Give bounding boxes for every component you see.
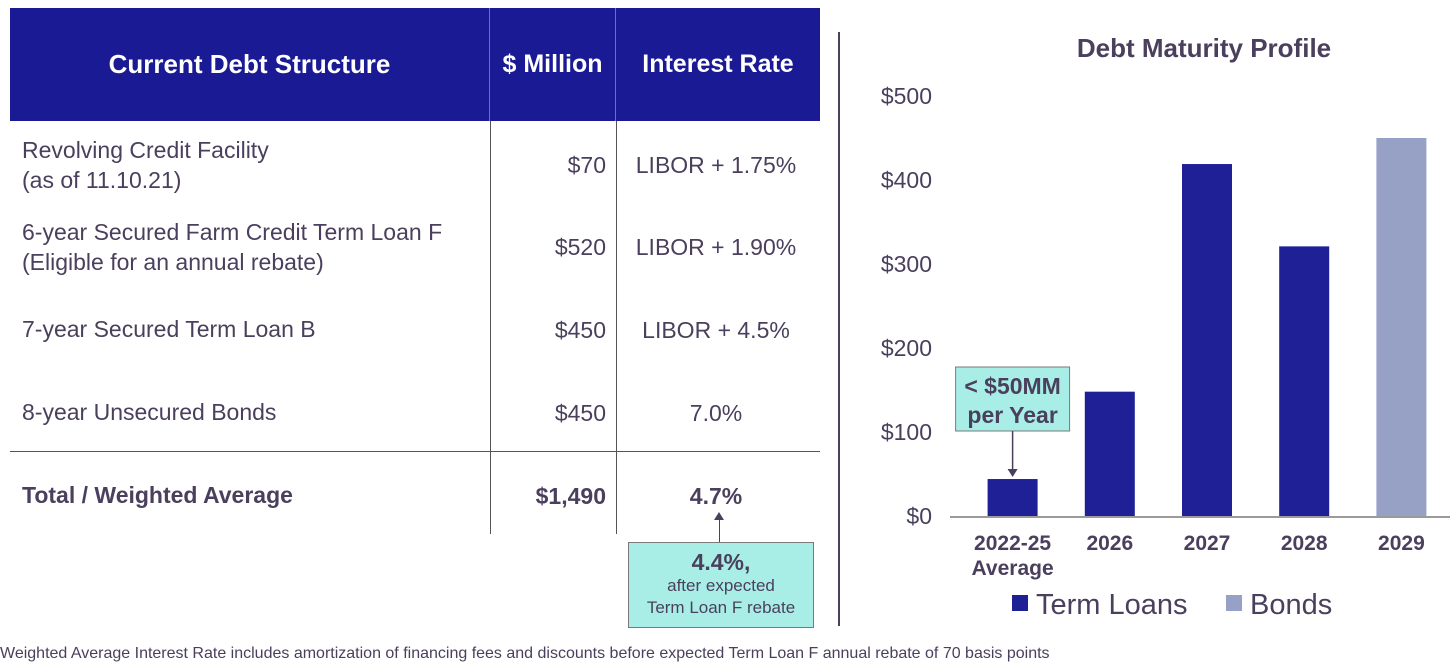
- rebate-text-line1: after expected: [667, 576, 775, 595]
- row-amount: $520: [554, 234, 606, 260]
- y-tick-label: $0: [906, 503, 932, 529]
- row-label-line2: (Eligible for an annual rebate): [22, 249, 324, 275]
- row-label-line1: Revolving Credit Facility: [22, 137, 269, 163]
- table-row-label: Revolving Credit Facility (as of 11.10.2…: [22, 135, 482, 195]
- legend-label: Bonds: [1250, 589, 1332, 621]
- table-row-label: 7-year Secured Term Loan B: [22, 314, 482, 344]
- annotation-line2: per Year: [967, 402, 1057, 428]
- rebate-rate: 4.4%,: [691, 549, 751, 575]
- row-rate: LIBOR + 1.90%: [635, 234, 797, 260]
- row-rate: LIBOR + 1.75%: [635, 152, 797, 178]
- row-rate: 7.0%: [689, 400, 743, 426]
- y-tick-label: $500: [881, 83, 932, 109]
- column-divider-2: [616, 121, 617, 534]
- row-amount: $450: [554, 400, 606, 426]
- x-tick-label: 2027: [1184, 532, 1231, 555]
- bar: [1182, 164, 1232, 517]
- total-rate: 4.7%: [689, 483, 743, 509]
- legend-label: Term Loans: [1036, 589, 1188, 621]
- row-rate: LIBOR + 4.5%: [642, 317, 790, 343]
- x-tick-label: 2022-25: [974, 532, 1051, 555]
- chart-legend: Term Loans Bonds: [1012, 589, 1332, 621]
- annotation-line1: < $50MM: [964, 373, 1061, 399]
- x-tick-label: 2028: [1281, 532, 1328, 555]
- x-tick-label: 2029: [1378, 532, 1425, 555]
- row-label-line1: 7-year Secured Term Loan B: [22, 316, 316, 342]
- x-tick-label: Average: [972, 557, 1054, 580]
- y-tick-label: $200: [881, 335, 932, 361]
- row-amount: $70: [567, 152, 606, 178]
- bar: [1376, 138, 1427, 516]
- chart-annotation: < $50MM per Year: [955, 366, 1071, 478]
- section-divider: [838, 32, 840, 626]
- annotation-arrow-icon: [1007, 469, 1018, 478]
- x-tick-label: 2026: [1086, 532, 1133, 555]
- row-label-line1: 8-year Unsecured Bonds: [22, 399, 277, 425]
- rebate-arrow-line: [719, 518, 720, 542]
- y-axis: $0 $100 $200 $300 $400 $500: [881, 83, 932, 529]
- legend-swatch: [1226, 595, 1242, 611]
- table-row-label: 8-year Unsecured Bonds: [22, 397, 482, 427]
- y-tick-label: $300: [881, 251, 932, 277]
- legend-swatch: [1012, 595, 1028, 611]
- chart-title: Debt Maturity Profile: [1077, 33, 1331, 63]
- total-label: Total / Weighted Average: [22, 482, 293, 508]
- row-label-line2: (as of 11.10.21): [22, 167, 182, 193]
- total-separator: [10, 451, 820, 452]
- header-interest-rate: Interest Rate: [616, 8, 820, 121]
- bar: [1279, 246, 1330, 517]
- rebate-text-line2: Term Loan F rebate: [646, 598, 796, 617]
- row-amount: $450: [554, 317, 606, 343]
- annotation-box: [955, 366, 1071, 432]
- bar: [987, 479, 1038, 516]
- debt-structure-table: Current Debt Structure $ Million Interes…: [10, 8, 820, 536]
- y-tick-label: $100: [881, 419, 932, 445]
- row-label-line1: 6-year Secured Farm Credit Term Loan F: [22, 219, 443, 245]
- bar: [1084, 391, 1135, 516]
- y-tick-label: $400: [881, 167, 932, 193]
- debt-maturity-chart: Debt Maturity Profile $0 $100 $200 $300 $400…: [881, 33, 1450, 621]
- footnote: Weighted Average Interest Rate includes …: [0, 645, 1050, 662]
- header-debt-structure: Current Debt Structure: [10, 8, 490, 121]
- total-amount: $1,490: [535, 483, 606, 509]
- rebate-callout: 4.4%, after expected Term Loan F rebate: [628, 542, 814, 628]
- header-amount: $ Million: [490, 8, 616, 121]
- bar-series: [987, 138, 1427, 517]
- column-divider-1: [490, 121, 491, 534]
- rebate-arrow-icon: [714, 512, 724, 520]
- table-row-label: 6-year Secured Farm Credit Term Loan F (…: [22, 217, 482, 277]
